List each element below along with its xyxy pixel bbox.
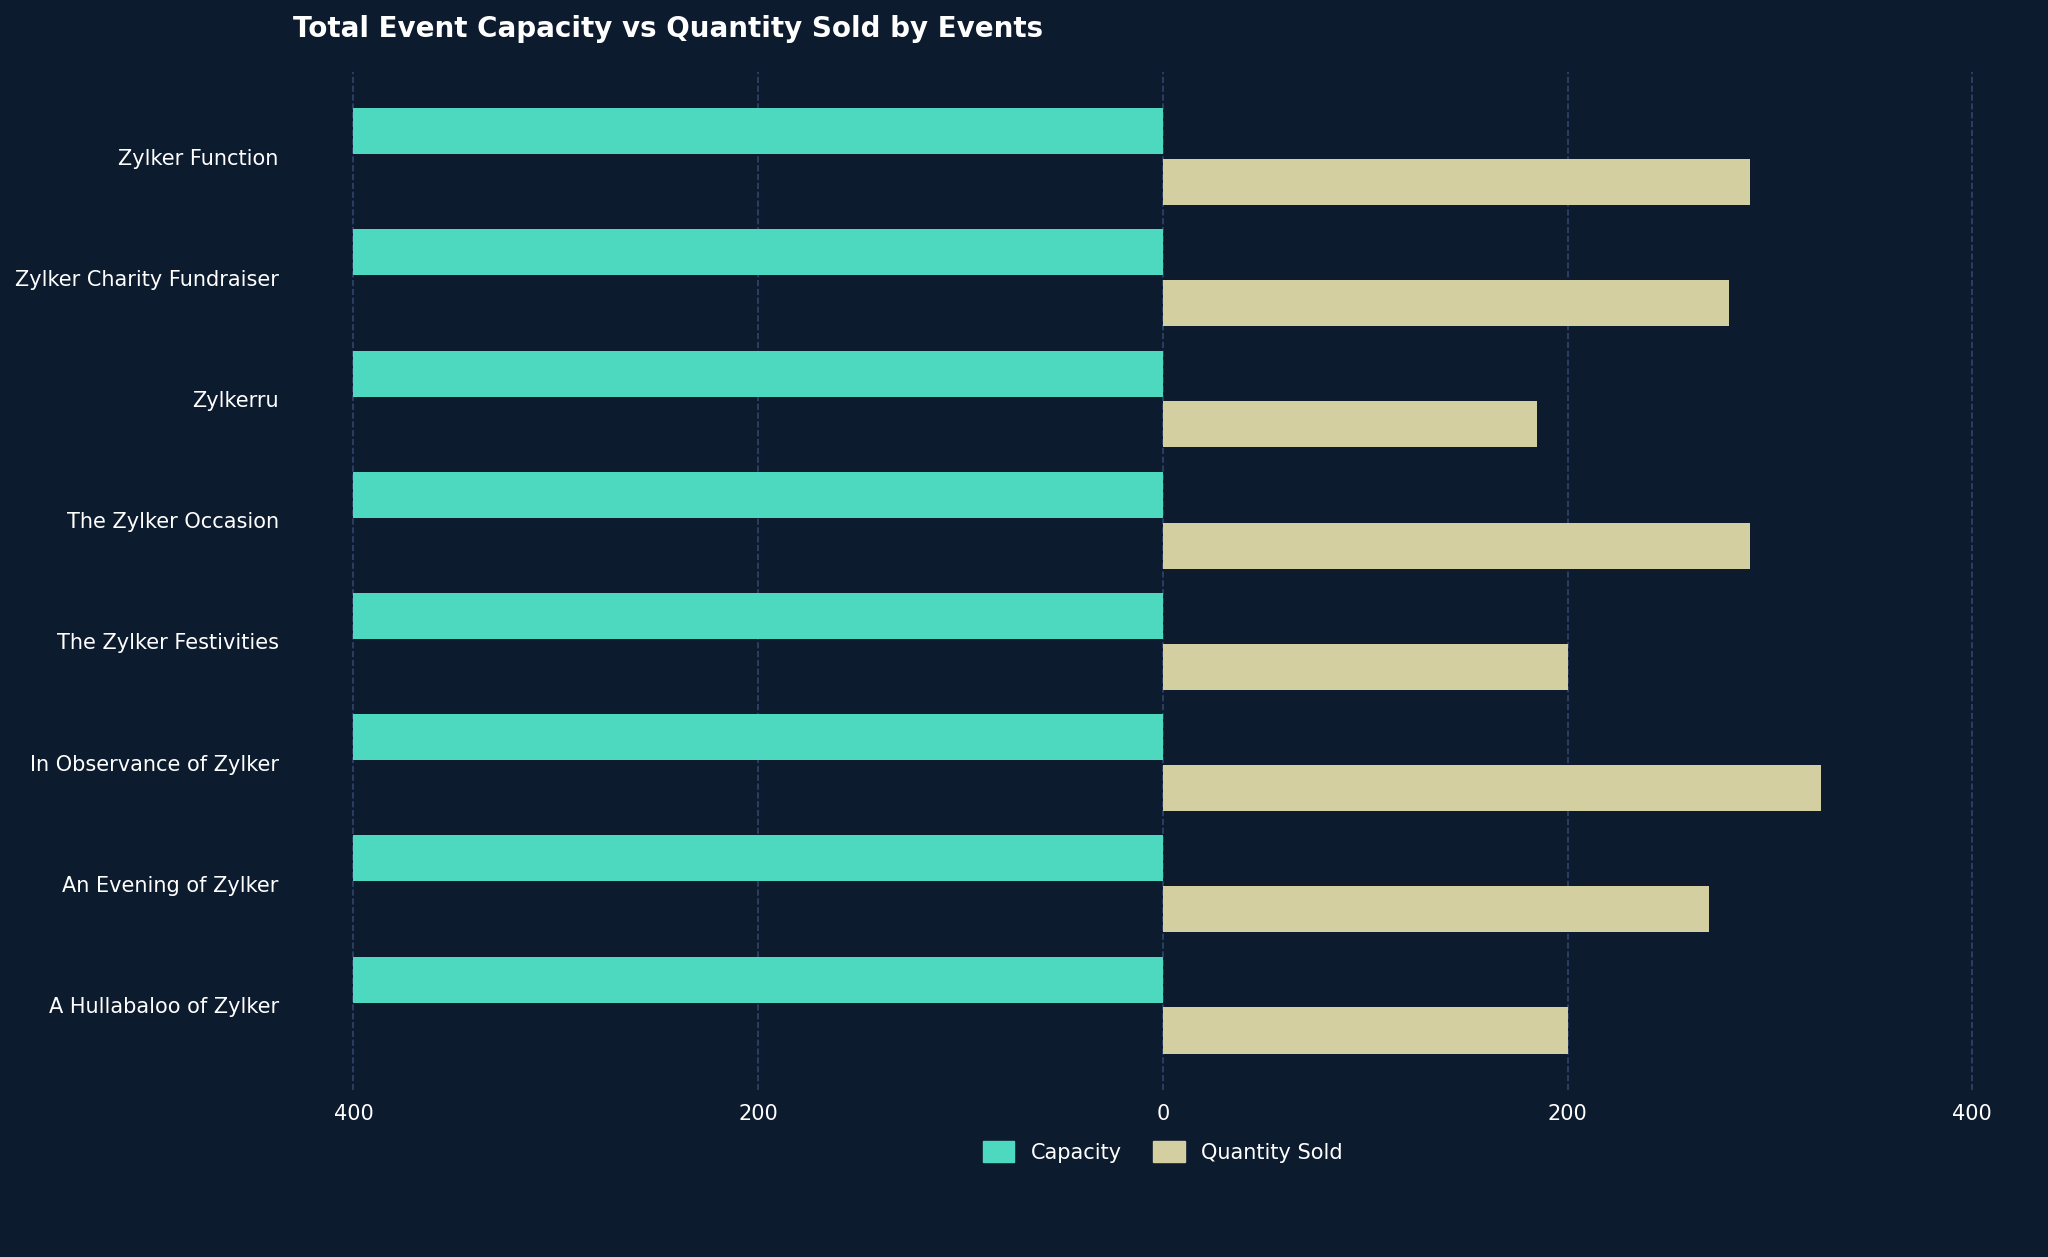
Text: Total Event Capacity vs Quantity Sold by Events: Total Event Capacity vs Quantity Sold by… [293,15,1042,43]
Bar [354,714,1163,760]
Bar [1163,401,1538,447]
Bar [354,836,1163,881]
Bar [354,229,1163,275]
Bar [1163,523,1749,568]
Bar [354,108,1163,155]
Bar [1163,1007,1567,1053]
Bar [354,957,1163,1003]
Bar [1163,280,1729,327]
Bar [354,593,1163,639]
Bar [354,351,1163,396]
Bar [354,471,1163,518]
Legend: Capacity, Quantity Sold: Capacity, Quantity Sold [975,1133,1352,1172]
Bar [1163,886,1710,933]
Bar [1163,644,1567,690]
Bar [1163,158,1749,205]
Bar [1163,766,1821,811]
